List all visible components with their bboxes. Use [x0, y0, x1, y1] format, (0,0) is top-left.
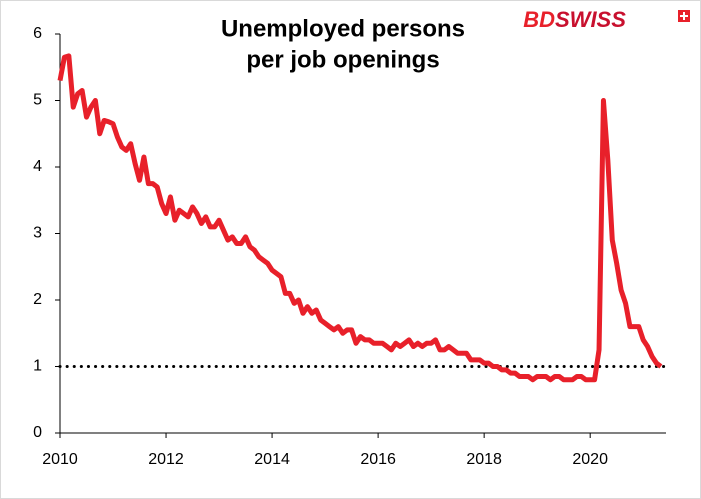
y-tick-label: 0	[33, 424, 42, 441]
y-tick-label: 4	[33, 158, 42, 175]
y-tick-label: 5	[33, 92, 42, 109]
x-tick-label: 2020	[572, 451, 608, 468]
x-tick-label: 2014	[254, 451, 290, 468]
x-tick-label: 2012	[148, 451, 184, 468]
x-tick-label: 2010	[42, 451, 78, 468]
logo: SWISS	[555, 7, 626, 32]
y-tick-label: 6	[33, 25, 42, 42]
x-tick-label: 2018	[466, 451, 502, 468]
y-tick-label: 1	[33, 358, 42, 375]
y-tick-label: 3	[33, 225, 42, 242]
y-tick-label: 2	[33, 291, 42, 308]
line-series	[57, 53, 663, 383]
chart-title: Unemployed persons	[221, 15, 465, 42]
logo-icon	[680, 12, 688, 20]
logo: BD	[523, 7, 555, 32]
chart-title: per job openings	[246, 46, 439, 73]
x-tick-label: 2016	[360, 451, 396, 468]
